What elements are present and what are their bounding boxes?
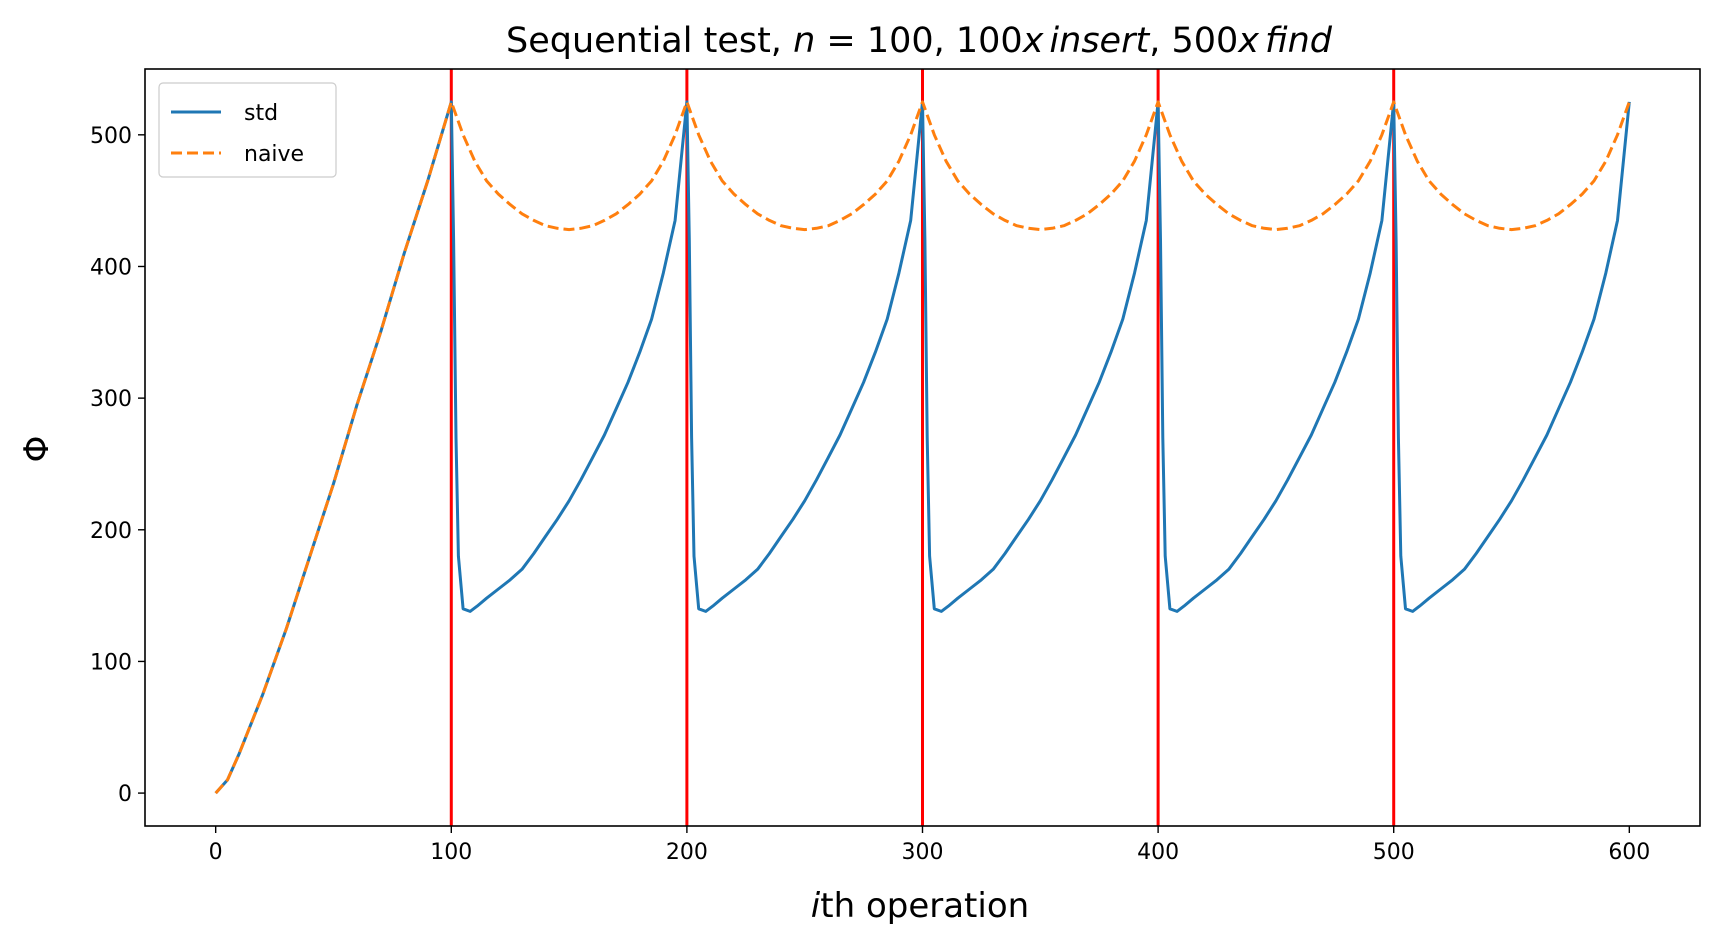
y-tick-label-300: 300 — [90, 387, 132, 412]
x-tick-label-0: 0 — [209, 840, 223, 865]
y-axis-title: Φ — [17, 436, 57, 463]
x-tick-label-200: 200 — [666, 840, 708, 865]
series-std — [214, 100, 1631, 795]
legend-label-std: std — [244, 101, 278, 126]
chart-title-x1: x — [1022, 21, 1044, 61]
legend-label-naive: naive — [244, 142, 304, 167]
chart-title-w2: find — [1265, 21, 1333, 61]
y-tick-label-200: 200 — [90, 519, 132, 544]
y-tick-label-400: 400 — [90, 255, 132, 280]
vertical-markers — [449, 69, 1396, 826]
chart-title-var: n — [793, 21, 815, 61]
y-tick-label-0: 0 — [118, 782, 132, 807]
y-axis: 0 100 200 300 400 500 — [90, 124, 145, 807]
plot-area: 0 100 200 300 400 500 600 0 100 200 300 400 500 — [90, 68, 1701, 865]
legend: std naive — [158, 82, 337, 178]
x-tick-label-400: 400 — [1137, 840, 1179, 865]
x-tick-label-300: 300 — [902, 840, 944, 865]
chart-title: Sequential test, n = 100, 100x insert, 50… — [506, 21, 1333, 61]
x-axis-title-var: i — [811, 886, 821, 926]
x-tick-label-500: 500 — [1373, 840, 1415, 865]
chart-title-mid: , 500 — [1149, 21, 1238, 61]
y-tick-label-100: 100 — [90, 650, 132, 675]
y-tick-label-500: 500 — [90, 124, 132, 149]
chart-title-x2: x — [1237, 21, 1259, 61]
x-tick-label-100: 100 — [430, 840, 472, 865]
chart-title-w1: insert — [1049, 21, 1150, 61]
x-axis-title-rest: th operation — [820, 886, 1029, 926]
chart-title-prefix: Sequential test, — [506, 21, 793, 61]
x-tick-label-600: 600 — [1608, 840, 1650, 865]
x-axis: 0 100 200 300 400 500 600 — [209, 826, 1650, 865]
series-layer — [214, 100, 1631, 795]
chart-title-eq: = 100, 100 — [815, 21, 1022, 61]
series-naive — [214, 100, 1631, 795]
x-axis-title: ith operation — [811, 886, 1029, 926]
